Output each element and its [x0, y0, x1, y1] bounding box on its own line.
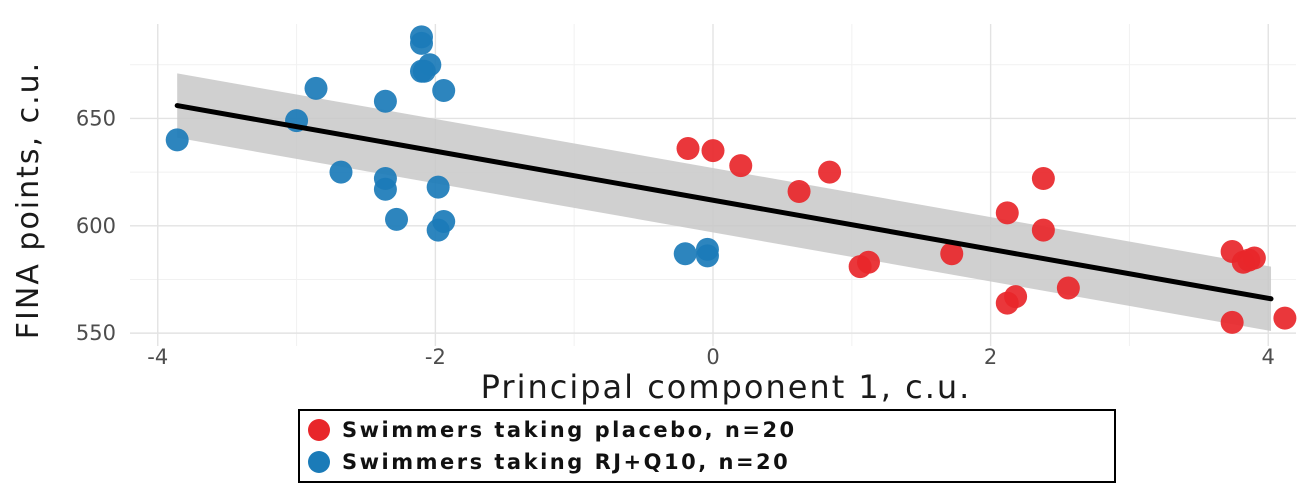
point-placebo [1237, 248, 1261, 272]
point-rjq10 [165, 128, 189, 152]
point-rjq10 [304, 76, 328, 100]
regression-line [174, 103, 1274, 302]
x-axis-title: Principal component 1, c.u. [481, 368, 972, 406]
point-rjq10 [410, 31, 433, 55]
legend: Swimmers taking placebo, n=20 Swimmers t… [298, 409, 1116, 483]
x-tick-label: -2 [425, 345, 446, 369]
x-tick-label: 2 [984, 345, 997, 369]
y-tick-label: 650 [76, 106, 116, 130]
point-placebo [995, 201, 1019, 225]
point-rjq10 [695, 244, 719, 268]
legend-marker-red [308, 419, 330, 441]
y-axis-title: FINA points, c.u. [11, 61, 46, 339]
point-placebo [1273, 306, 1297, 330]
point-placebo [701, 139, 725, 163]
point-rjq10 [373, 89, 397, 113]
point-rjq10 [426, 175, 450, 199]
point-placebo [1056, 276, 1080, 300]
x-tick-label: 4 [1262, 345, 1275, 369]
point-rjq10 [385, 207, 409, 231]
data-points [165, 25, 1297, 334]
legend-marker-blue [308, 451, 330, 473]
trend-line [174, 103, 1274, 302]
point-placebo [1220, 310, 1244, 334]
y-tick-labels: 550 600 650 [76, 106, 116, 345]
point-rjq10 [373, 177, 397, 201]
point-placebo [1031, 218, 1055, 242]
point-rjq10 [673, 242, 697, 266]
point-rjq10 [432, 79, 456, 103]
legend-label-rjq10: Swimmers taking RJ+Q10, n=20 [342, 450, 791, 474]
point-rjq10 [410, 59, 433, 83]
legend-item-rjq10: Swimmers taking RJ+Q10, n=20 [308, 447, 790, 477]
point-placebo [1004, 285, 1028, 309]
point-placebo [940, 242, 964, 266]
legend-item-placebo: Swimmers taking placebo, n=20 [308, 415, 797, 445]
point-placebo [787, 179, 811, 203]
x-tick-label: -4 [147, 345, 168, 369]
x-tick-label: 0 [706, 345, 719, 369]
point-placebo [729, 154, 753, 178]
point-rjq10 [426, 218, 450, 242]
legend-label-placebo: Swimmers taking placebo, n=20 [342, 418, 797, 442]
point-placebo [1031, 167, 1055, 191]
point-placebo [676, 137, 700, 161]
y-tick-label: 600 [76, 214, 116, 238]
y-tick-label: 550 [76, 321, 116, 345]
x-tick-labels: -4 -2 0 2 4 [147, 345, 1275, 369]
point-placebo [856, 250, 880, 274]
point-placebo [818, 160, 842, 184]
point-rjq10 [329, 160, 353, 184]
